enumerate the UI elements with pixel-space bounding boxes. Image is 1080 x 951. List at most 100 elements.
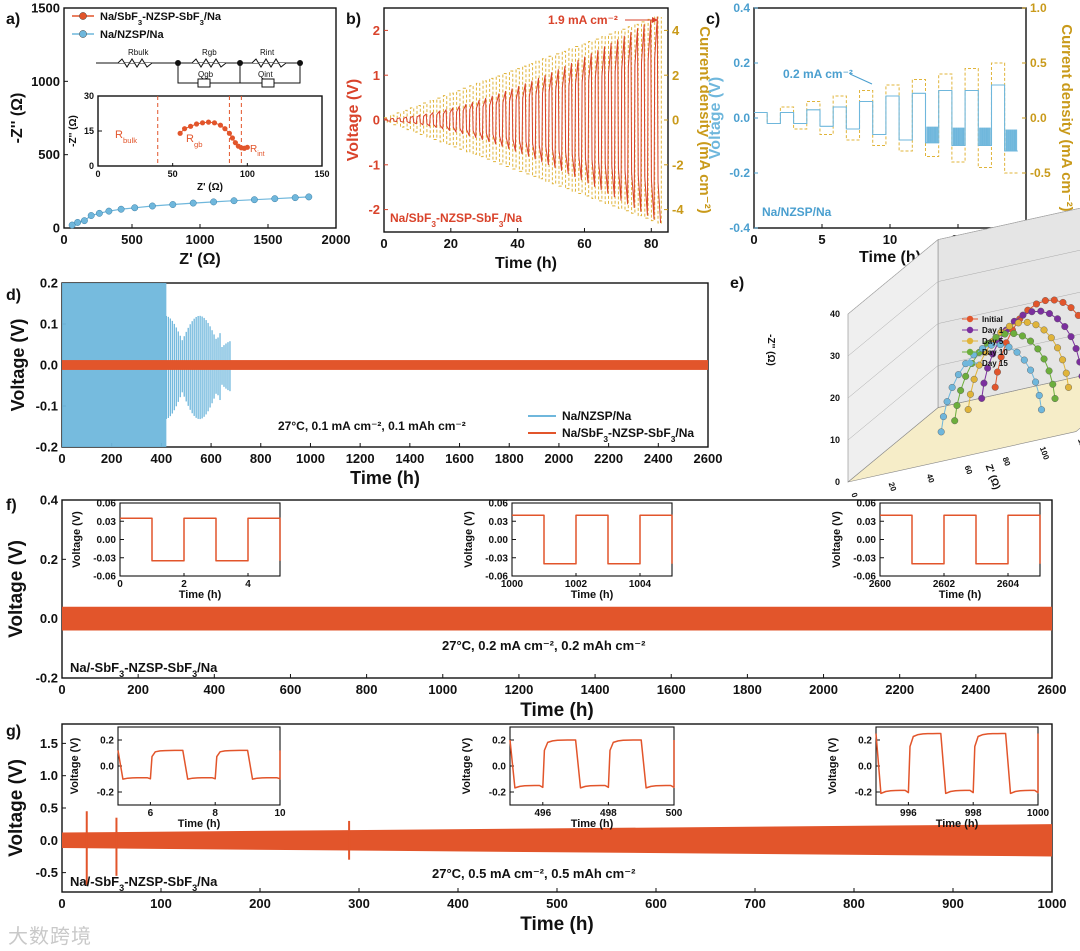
- y-axis-label: Voltage (V): [6, 759, 27, 857]
- nyquist-point: [74, 218, 82, 226]
- eis-arc-point: [1023, 318, 1031, 326]
- nyquist-point: [305, 193, 313, 201]
- y-tick-label: 0.1: [40, 317, 58, 332]
- panel-label: b): [346, 11, 361, 28]
- y-tick-label: -0.2: [36, 440, 58, 455]
- x-tick-label: 0: [750, 232, 757, 247]
- inset-y-tick-label: 0.00: [857, 535, 877, 546]
- inset-y-label: Voltage (V): [827, 737, 839, 794]
- nyquist-point: [189, 199, 197, 207]
- inset-y-tick-label: -0.03: [853, 553, 876, 564]
- x-tick-label: 600: [200, 451, 222, 466]
- inset-x-tick-label: 498: [600, 808, 617, 819]
- y-tick-label: -0.2: [36, 671, 58, 686]
- label-part: R: [115, 129, 123, 141]
- nyquist-point: [105, 207, 113, 215]
- inset-point: [229, 135, 235, 141]
- x-tick-label: 0: [58, 896, 65, 911]
- nyquist-point: [95, 209, 103, 217]
- panel-c: c)05101520-0.4-0.20.00.20.4-1.0-0.50.00.…: [706, 1, 1075, 266]
- inset-y-label: Voltage (V): [69, 737, 81, 794]
- label-part: Na/SbF: [562, 426, 603, 440]
- eis-arc-point: [1065, 383, 1073, 391]
- inset-y-tick-label: 15: [84, 126, 94, 136]
- panel-label: a): [6, 11, 20, 28]
- inset-y-tick-label: 0.00: [489, 535, 509, 546]
- eis-arc-point: [951, 417, 959, 425]
- inset-x-tick-label: 100: [240, 169, 255, 179]
- inset-x-tick-label: 2602: [933, 579, 956, 590]
- label-part: Na/-SbF: [70, 660, 119, 675]
- x-tick-label: 120: [1076, 437, 1080, 453]
- nyquist-point: [250, 196, 258, 204]
- label-part: 3: [192, 669, 197, 679]
- eis-arc-point: [993, 368, 1001, 376]
- inset-frame: [117, 726, 281, 806]
- y-tick-label: -0.1: [36, 399, 58, 414]
- z-tick-label: 20: [830, 393, 840, 403]
- label-part: /Na: [197, 874, 218, 889]
- watermark-text: 大数跨境: [8, 924, 92, 948]
- y-tick-label: 0.2: [733, 56, 750, 70]
- y-tick-label: 500: [38, 147, 60, 162]
- x-tick-label: 2200: [885, 682, 914, 697]
- x-tick-label: 0: [58, 451, 65, 466]
- x-tick-label: 20: [444, 236, 458, 251]
- x-tick-label: 200: [127, 682, 149, 697]
- inset-y-tick-label: 0.0: [492, 762, 506, 773]
- cycling-signal-band: [62, 606, 1052, 631]
- x-tick-label: 60: [577, 236, 591, 251]
- nyquist-point: [68, 221, 76, 229]
- eis-arc-point: [948, 383, 956, 391]
- inset-y-tick-label: 0.06: [857, 499, 877, 510]
- eis-arc-point: [966, 390, 974, 398]
- circuit-label: Qint: [258, 70, 273, 79]
- eis-arc-point: [1028, 308, 1036, 316]
- sample-label: Na/NZSP/Na: [762, 205, 832, 219]
- nyquist-point: [271, 195, 279, 203]
- eis-arc-point: [1067, 333, 1075, 341]
- eis-arc-point: [1038, 406, 1046, 414]
- legend-label: Day 15: [982, 359, 1008, 368]
- sbf3-signal-band: [62, 360, 708, 370]
- y-tick-label: -0.5: [36, 865, 58, 880]
- legend-label: Initial: [982, 315, 1003, 324]
- x-tick-label: 200: [101, 451, 123, 466]
- eis-arc-point: [996, 341, 1004, 349]
- x-tick-label: 600: [280, 682, 302, 697]
- y-tick-label: 4: [672, 23, 680, 38]
- panel-label: d): [6, 287, 21, 304]
- y-axis-label: Voltage (V): [6, 540, 27, 638]
- inset-y-label: Voltage (V): [71, 511, 83, 568]
- cycling-signal-band: [62, 824, 1052, 857]
- eis-arc-point: [1074, 311, 1080, 319]
- y-tick-label: 0: [53, 221, 60, 236]
- inset-x-tick-label: 2: [181, 579, 187, 590]
- y-tick-label: 1000: [31, 74, 60, 89]
- eis-arc-point: [1014, 319, 1022, 327]
- x-tick-label: 2600: [694, 451, 723, 466]
- inset-y-tick-label: -0.06: [93, 572, 116, 583]
- x-tick-label: 1000: [296, 451, 325, 466]
- inset-y-label: Voltage (V): [461, 737, 473, 794]
- x-tick-label: 1400: [581, 682, 610, 697]
- x-tick-label: 5: [818, 232, 825, 247]
- x-tick-label: 1600: [445, 451, 474, 466]
- axes-frame: [753, 7, 1027, 229]
- eis-arc-point: [1032, 300, 1040, 308]
- inset-y-tick-label: 0: [89, 161, 94, 171]
- eis-arc-point: [970, 375, 978, 383]
- inset-point: [244, 144, 250, 150]
- panel-label: e): [730, 275, 744, 292]
- legend-label: Day 5: [982, 337, 1004, 346]
- eis-arc-point: [987, 341, 995, 349]
- nyquist-point: [131, 204, 139, 212]
- inset-x-tick-label: 2600: [869, 579, 892, 590]
- y-tick-label: 0.0: [40, 358, 58, 373]
- x-tick-label: 600: [645, 896, 667, 911]
- inset-frame: [509, 726, 675, 806]
- inset-frame: [511, 502, 673, 577]
- eis-arc-point: [937, 428, 945, 436]
- eis-arc-point: [984, 364, 992, 372]
